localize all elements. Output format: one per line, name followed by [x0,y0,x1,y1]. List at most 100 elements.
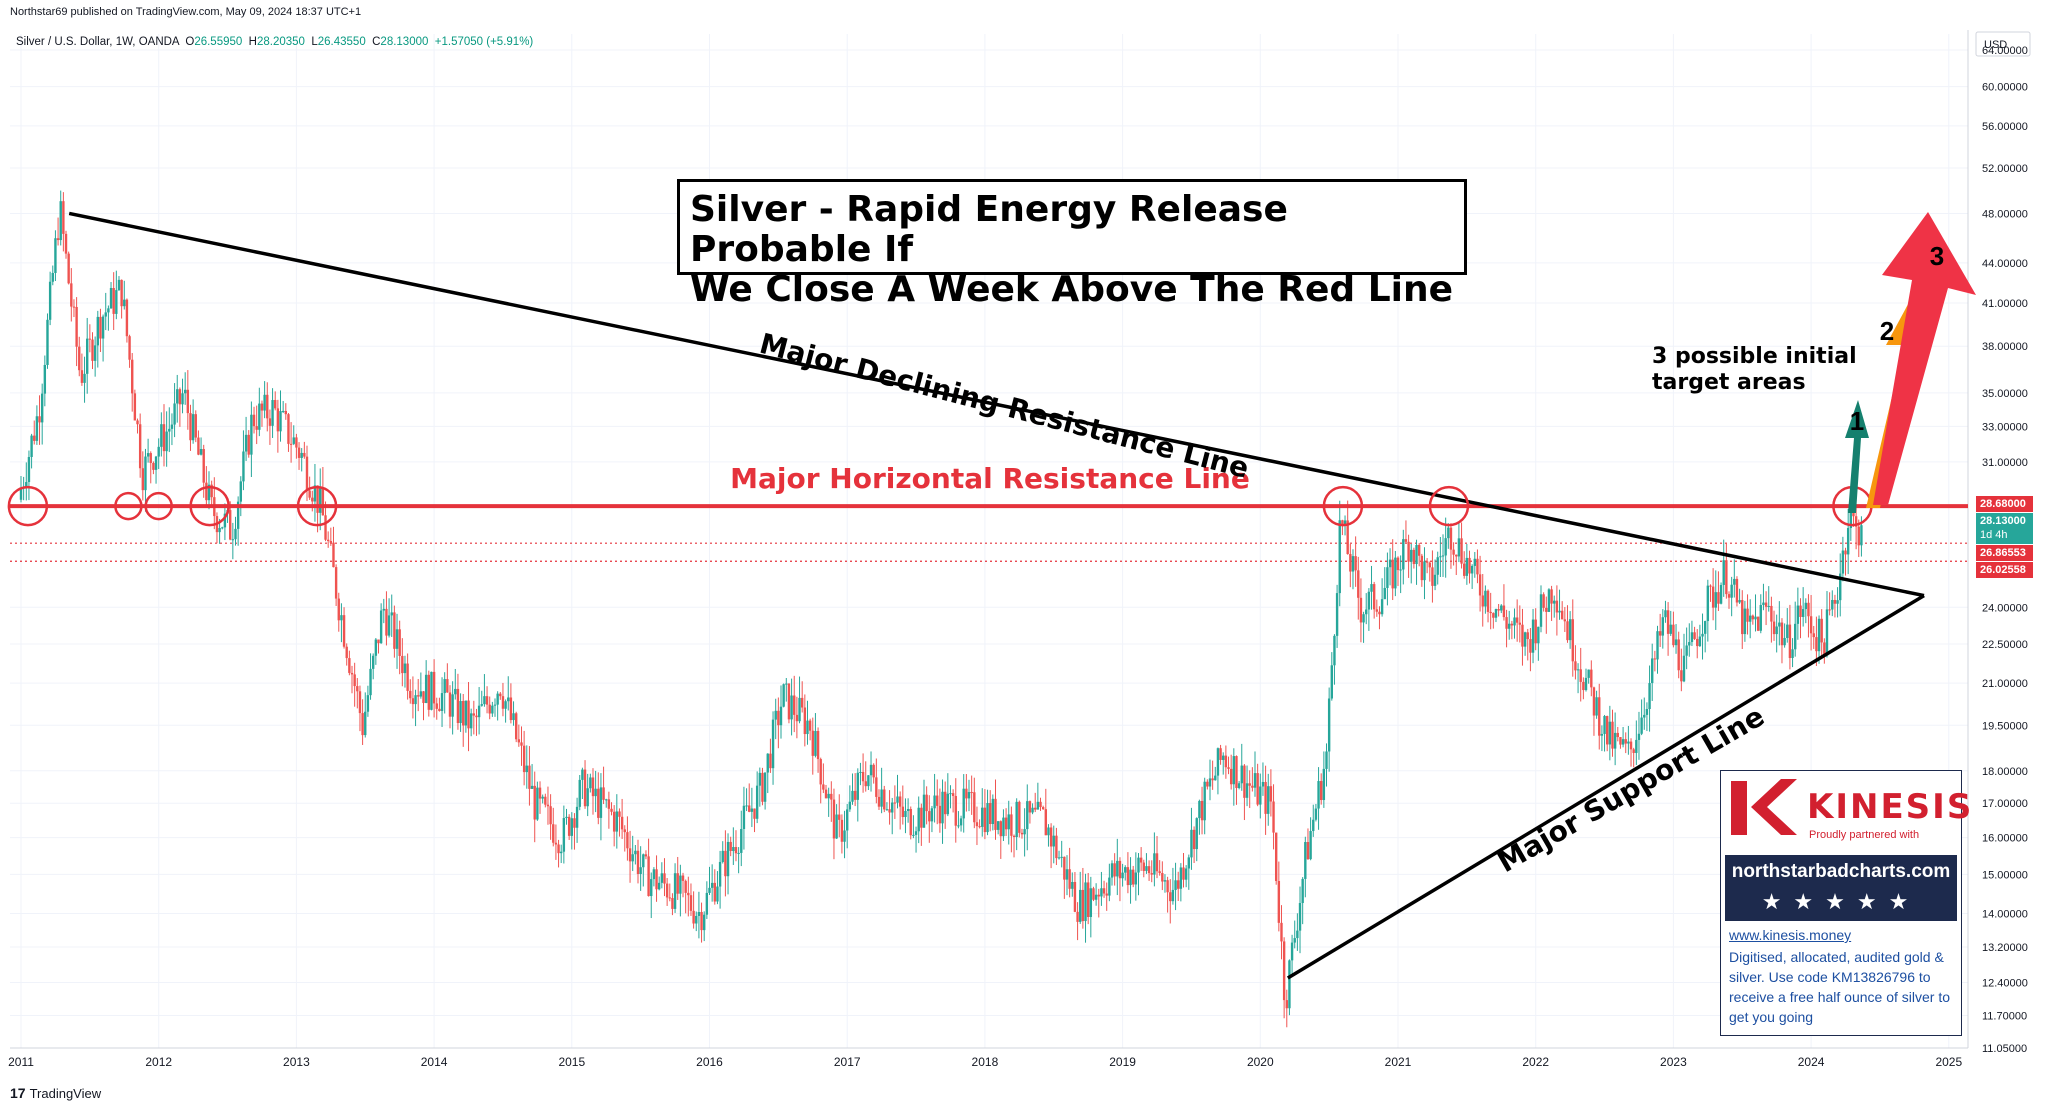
candle-body [888,809,891,813]
candle-body [260,403,264,411]
candle-body [885,809,889,811]
candle-body [342,615,346,647]
candle-body [554,842,558,845]
candle-body [1590,669,1593,688]
candle-body [1386,567,1389,588]
kinesis-url[interactable]: www.kinesis.money [1729,927,1852,943]
candle-body [647,856,650,897]
candle-body [1836,600,1839,604]
candle-body [959,818,963,826]
candle-body [1550,589,1553,604]
candle-body [38,416,41,423]
candle-body [1478,574,1482,596]
candle-body [822,784,825,790]
candle-body [30,435,33,457]
candle-body [292,437,295,444]
candle-body [96,316,99,346]
kinesis-ad[interactable]: KINESIS Proudly partnered with northstar… [1720,770,1971,1036]
tradingview-footer[interactable]: 17 TradingView [10,1085,101,1101]
candle-body [1171,889,1175,902]
candle-body [1304,842,1307,879]
candle-body [1449,527,1453,550]
target-arrow-3-label: 3 [1930,241,1944,271]
candle-body [464,700,468,726]
candle-body [1229,768,1233,785]
touch-circle [1428,485,1470,527]
candle-body [1558,610,1561,613]
candle-body [1513,617,1516,626]
candle-body [125,299,129,337]
candle-body [287,414,290,444]
candle-body [1733,578,1736,585]
candle-body [406,663,409,691]
candle-body [560,851,563,854]
candle-body [586,788,589,807]
candle-body [25,482,28,487]
y-tick-label: 38.00000 [1982,341,2028,353]
candle-body [1357,570,1360,598]
candle-body [800,697,804,708]
candle-body [840,819,844,842]
x-tick-label: 2012 [145,1055,172,1069]
candle-body [620,816,624,830]
candle-body [1566,621,1569,641]
candle-body [1738,600,1741,603]
candle-body [27,456,31,483]
candle-body [51,272,54,282]
candle-body [1730,584,1733,598]
candle-body [1118,860,1122,879]
candle-body [729,841,732,851]
support-line [1286,594,1925,980]
candle-body [605,799,608,801]
candle-body [1796,605,1800,624]
candle-body [62,201,65,234]
candle-body [144,456,147,491]
high-label: H [248,36,257,48]
candle-body [1010,814,1013,836]
candle-body [1206,781,1209,787]
candle-body [361,713,364,736]
candle-body [787,683,791,720]
candle-body [771,719,775,769]
candle-body [1079,889,1082,922]
candle-body [1788,624,1792,659]
candle-body [417,695,420,697]
candle-body [758,772,762,786]
candle-body [1142,862,1145,871]
targets-line-1: 3 possible initial [1652,344,1857,369]
candle-body [703,914,706,931]
candle-body [1666,610,1670,634]
candle-body [385,608,388,636]
symbol-label[interactable]: Silver / U.S. Dollar, 1W, OANDA [16,36,179,48]
candle-body [353,674,356,687]
candle-body [1214,775,1217,781]
candle-body [1394,557,1397,589]
candle-body [525,765,528,773]
candle-body [1717,592,1720,604]
candle-body [1600,733,1604,736]
candle-body [567,816,571,836]
candle-body [183,389,187,394]
candle-body [1190,829,1193,858]
candle-body [1669,624,1672,634]
change-value: +1.57050 (+5.91%) [434,36,534,48]
candle-body [859,771,862,773]
candle-body [414,695,417,705]
candle-body [1637,733,1641,740]
candle-body [1036,801,1040,810]
title-line-1: Silver - Rapid Energy Release Probable I… [690,189,1288,270]
candle-body [763,772,767,802]
targets-line-2: target areas [1652,370,1806,395]
candle-body [1608,721,1612,745]
candle-body [1224,755,1228,768]
candle-body [1783,637,1786,646]
target-arrow-2-label: 2 [1880,316,1894,346]
candle-body [917,807,920,832]
candle-body [552,824,555,843]
candle-body [501,696,505,709]
candle-body [303,452,306,457]
candle-body [1018,801,1021,833]
candle-body [1711,586,1715,608]
candle-body [59,201,62,241]
